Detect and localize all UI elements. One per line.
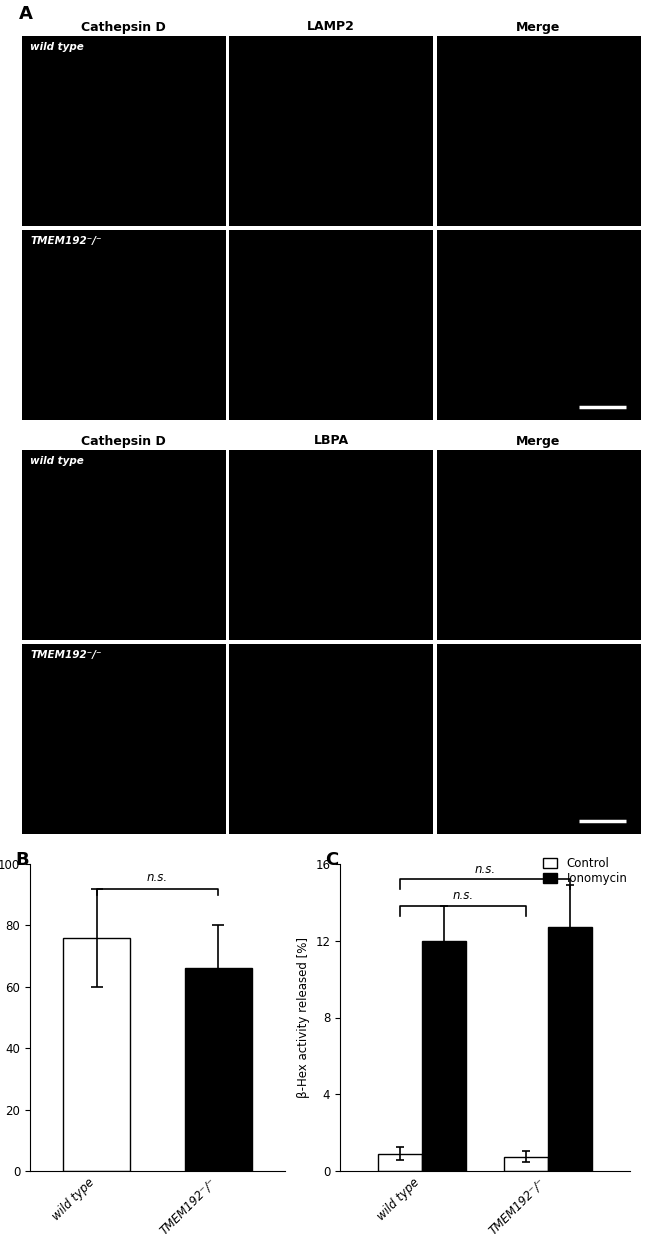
- Bar: [378, 1153, 422, 1171]
- Text: n.s.: n.s.: [474, 862, 495, 876]
- Bar: [64, 938, 130, 1171]
- Text: A: A: [19, 5, 32, 24]
- Text: n.s.: n.s.: [452, 889, 473, 902]
- Text: B: B: [15, 852, 29, 869]
- Text: LBPA: LBPA: [313, 434, 348, 448]
- Text: Cathepsin D: Cathepsin D: [81, 20, 166, 34]
- Text: wild type: wild type: [30, 41, 84, 51]
- Bar: [504, 1157, 548, 1171]
- Text: Merge: Merge: [516, 20, 560, 34]
- Text: TMEM192⁻/⁻: TMEM192⁻/⁻: [30, 649, 101, 659]
- Bar: [185, 968, 252, 1171]
- Text: n.s.: n.s.: [147, 871, 168, 884]
- Text: wild type: wild type: [30, 455, 84, 465]
- Text: LAMP2: LAMP2: [307, 20, 355, 34]
- Bar: [548, 927, 592, 1171]
- Text: Merge: Merge: [516, 434, 560, 448]
- Y-axis label: β-Hex activity released [%]: β-Hex activity released [%]: [296, 937, 309, 1098]
- Text: Cathepsin D: Cathepsin D: [81, 434, 166, 448]
- Text: TMEM192⁻/⁻: TMEM192⁻/⁻: [30, 235, 101, 245]
- Legend: Control, Ionomycin: Control, Ionomycin: [541, 854, 630, 888]
- Text: C: C: [325, 852, 338, 869]
- Bar: [422, 941, 466, 1171]
